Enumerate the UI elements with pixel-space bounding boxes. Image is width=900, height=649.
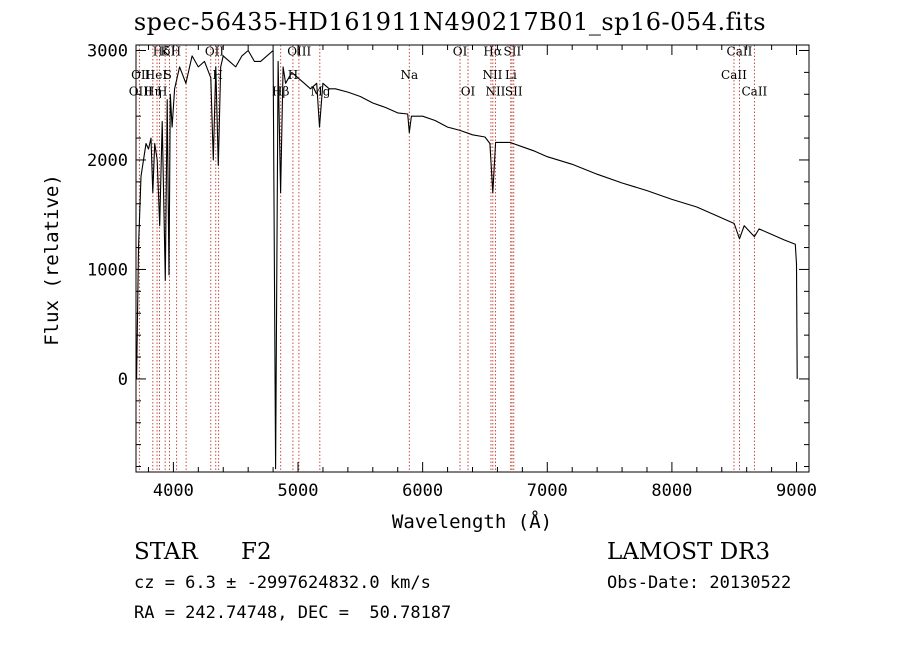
y-tick-label: 0 — [118, 370, 128, 390]
x-tick-label: 8000 — [651, 481, 692, 501]
emission-line-label: HeI — [145, 68, 168, 82]
x-tick-label: 9000 — [776, 481, 817, 501]
y-tick-label: 1000 — [87, 260, 128, 280]
axis-ticks: 4000 5000 6000 7000 8000 9000 0 1000 2000 3000 — [87, 41, 817, 501]
emission-line-label: OIII — [287, 44, 311, 58]
spectrum-line — [136, 49, 798, 470]
chart-title: spec-56435-HD161911N490217B01_sp16-054.f… — [133, 8, 767, 36]
y-axis-label: Flux (relative) — [41, 174, 63, 346]
spectrum-series — [136, 49, 798, 470]
x-tick-label: 6000 — [402, 481, 443, 501]
y-tick-label: 2000 — [87, 151, 128, 171]
emission-line-label: SII — [504, 44, 522, 58]
x-tick-label: 7000 — [527, 481, 568, 501]
emission-line-label: OI — [461, 84, 476, 98]
spectral-subclass: F2 — [241, 539, 272, 565]
emission-line-label: K — [161, 44, 171, 58]
survey-name: LAMOST DR3 — [607, 539, 771, 565]
emission-line-label: SII — [505, 84, 523, 98]
emission-line-label: H — [171, 44, 181, 58]
x-axis-label: Wavelength (Å) — [391, 511, 553, 533]
emission-line-markers — [138, 45, 755, 472]
emission-line-label: H — [212, 68, 222, 82]
emission-line-label: Li — [505, 68, 517, 82]
emission-line-label: H — [288, 68, 298, 82]
emission-line-label: H — [157, 84, 167, 98]
emission-line-label: Na — [400, 68, 418, 82]
emission-line-label: OIII — [129, 84, 153, 98]
emission-line-label: CaII — [741, 84, 767, 98]
emission-line-label: Hα — [483, 44, 502, 58]
x-tick-label: 5000 — [278, 481, 319, 501]
coordinates-readout: RA = 242.74748, DEC = 50.78187 — [134, 603, 452, 623]
redshift-readout: cz = 6.3 ± -2997624832.0 km/s — [134, 573, 431, 593]
plot-frame — [135, 44, 810, 473]
object-type: STAR — [134, 539, 198, 565]
emission-line-label: Hδ — [153, 44, 171, 58]
emission-line-label: CaII — [727, 44, 753, 58]
emission-line-label: Hβ — [272, 84, 289, 98]
emission-line-label: NII — [482, 68, 502, 82]
emission-line-label: OII — [205, 44, 225, 58]
emission-line-label: OI — [453, 44, 468, 58]
y-tick-label: 3000 — [87, 41, 128, 61]
emission-line-label: Hη — [144, 84, 162, 98]
observation-date: Obs-Date: 20130522 — [607, 573, 792, 593]
emission-line-label: Mg — [310, 84, 330, 98]
emission-line-label: CaII — [721, 68, 747, 82]
x-tick-label: 4000 — [153, 481, 194, 501]
emission-line-label: NII — [485, 84, 505, 98]
emission-line-label: S — [164, 68, 172, 82]
